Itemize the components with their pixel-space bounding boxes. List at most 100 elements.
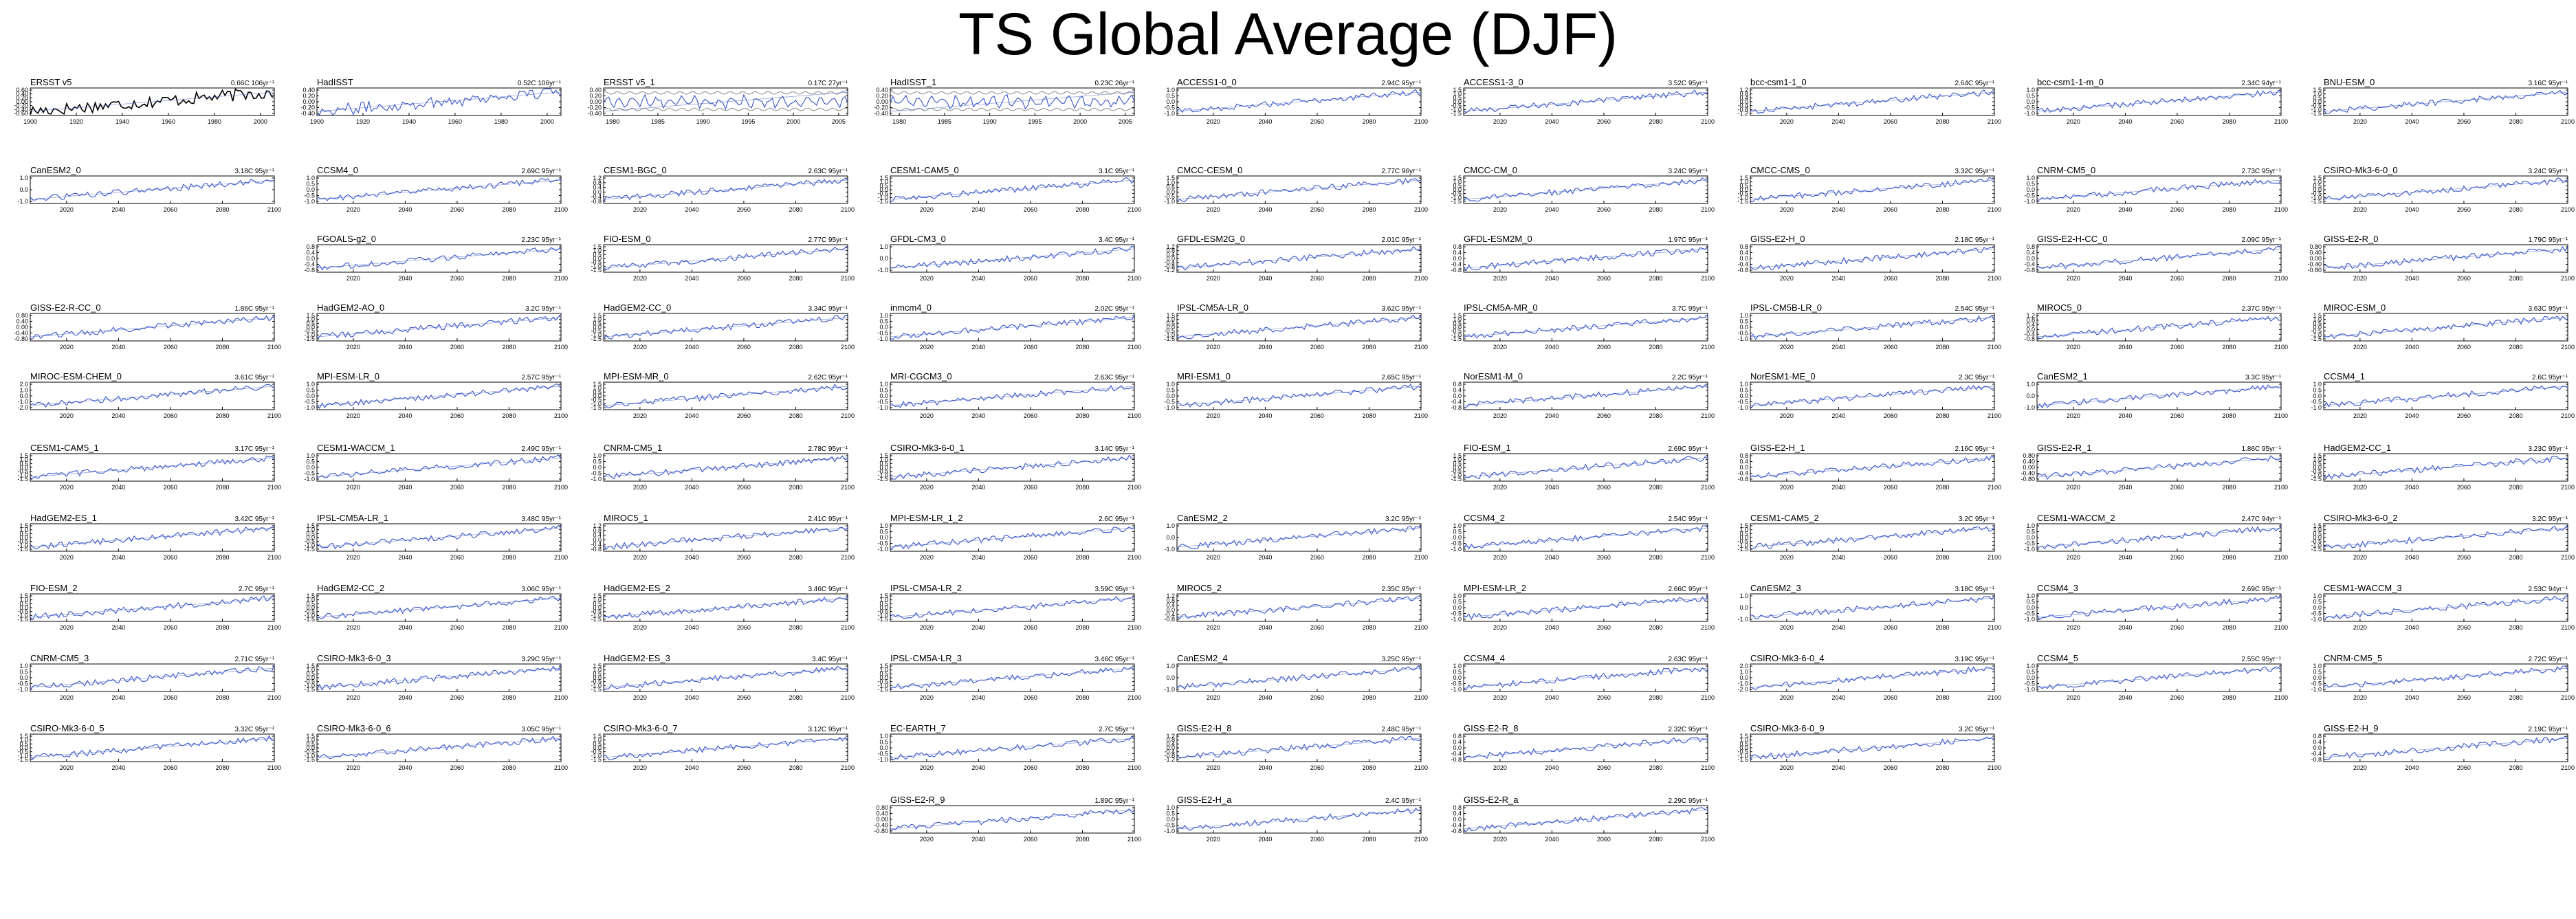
trend-line (1750, 317, 1995, 337)
series-line (316, 595, 562, 620)
y-tick-label: -1.0 (304, 198, 315, 205)
x-tick-label: 2060 (737, 624, 751, 631)
y-tick-label: 1.5 (2313, 175, 2322, 181)
y-tick-label: 1.5 (306, 593, 315, 599)
panel-csiro-mk3-6-0-2: CSIRO-Mk3-6-0_2 3.2C 95yr⁻¹ 1.51.00.50.0-0… (2311, 513, 2575, 561)
x-tick-label: 2060 (2457, 764, 2471, 771)
y-tick-label: 1.0 (1453, 522, 1462, 529)
panel-title: CSIRO-Mk3-6-0_5 (30, 723, 104, 733)
trend-annotation: 2.6C 95yr⁻¹ (1099, 516, 1135, 523)
y-tick-label: 0.0 (593, 536, 602, 543)
panel-title: CESM1-WACCM_3 (2324, 583, 2402, 593)
y-tick-label: 0.0 (593, 324, 602, 331)
y-tick-label: 0.4 (593, 184, 602, 191)
y-tick-label: -1.0 (591, 476, 602, 483)
series-line (2323, 245, 2568, 270)
y-tick-label: -0.40 (874, 822, 888, 829)
y-tick-label: 0.40 (589, 87, 602, 93)
panel-cnrm-cm5-1: CNRM-CM5_1 2.78C 95yr⁻¹ 1.00.50.0-0.5-1.0 2… (591, 443, 855, 491)
x-tick-label: 2060 (737, 554, 751, 561)
series-line (30, 315, 275, 340)
x-tick-label: 2080 (1649, 836, 1662, 843)
y-tick-label: -1.0 (304, 612, 315, 619)
y-tick-label: -0.4 (1737, 470, 1748, 477)
y-tick-label: 0.00 (2023, 464, 2035, 471)
x-tick-label: 2100 (1127, 554, 1141, 561)
trend-annotation: 1.89C 95yr⁻¹ (1094, 797, 1134, 805)
series-line (890, 735, 1135, 761)
y-tick-label: -1.0 (1451, 472, 1462, 478)
x-tick-label: 2080 (1649, 275, 1662, 282)
y-tick-label: 1.0 (19, 527, 28, 533)
panel-miroc-esm-0: MIROC-ESM_0 3.63C 95yr⁻¹ 1.51.00.50.0-0.5-… (2311, 302, 2575, 351)
series-line (1750, 384, 1995, 409)
y-tick-label: 1.5 (1453, 312, 1462, 319)
x-tick-label: 2100 (2274, 412, 2288, 419)
x-tick-label: 2060 (164, 764, 177, 771)
x-tick-label: 2080 (789, 344, 802, 351)
y-tick-label: -0.5 (877, 540, 888, 547)
y-tick-label: -0.8 (2024, 267, 2035, 274)
y-tick-label: -1.0 (591, 331, 602, 338)
x-tick-label: 2060 (2170, 624, 2184, 631)
y-tick-label: 0.5 (2026, 93, 2035, 100)
y-tick-label: -0.8 (2024, 335, 2035, 342)
trend-annotation: 2.18C 95yr⁻¹ (1955, 236, 1994, 244)
x-tick-label: 2080 (502, 484, 516, 491)
y-tick-label: -0.5 (1451, 540, 1462, 547)
y-tick-label: -0.5 (1451, 190, 1462, 197)
x-tick-label: 2080 (2222, 624, 2236, 631)
trend-line (603, 457, 848, 478)
panel-title: GISS-E2-H_8 (1177, 723, 1231, 733)
x-tick-label: 2060 (2170, 206, 2184, 213)
y-tick-label: 0.0 (879, 324, 888, 331)
series-line (890, 595, 1135, 619)
y-tick-label: 0.0 (19, 674, 28, 681)
x-tick-label: 2100 (554, 484, 568, 491)
y-tick-label: -1.5 (17, 546, 28, 553)
panel-title: GISS-E2-R_9 (890, 795, 945, 805)
x-tick-label: 2080 (2222, 412, 2236, 419)
y-tick-label: -1.0 (2311, 106, 2322, 113)
x-tick-label: 2040 (1258, 554, 1272, 561)
y-tick-label: 0.8 (1739, 91, 1748, 98)
trend-annotation: 2.53C 94yr⁻¹ (2528, 586, 2568, 593)
y-tick-label: -0.5 (17, 680, 28, 687)
trend-line (1750, 738, 1995, 758)
y-tick-label: 0.4 (1453, 250, 1462, 256)
panel-title: FIO-ESM_1 (1464, 443, 1511, 453)
x-tick-label: 2080 (2509, 344, 2522, 351)
y-tick-label: 0.0 (1453, 816, 1462, 823)
y-tick-label: 0.0 (1453, 392, 1462, 399)
trend-line (316, 91, 562, 112)
series-line (1750, 89, 1995, 114)
panel-title: CSIRO-Mk3-6-0_2 (2324, 513, 2398, 523)
y-tick-label: 0.5 (306, 181, 315, 188)
x-tick-label: 2100 (1701, 764, 1715, 771)
panel-title: MIROC5_1 (604, 513, 648, 523)
y-tick-label: -0.5 (877, 330, 888, 337)
x-tick-label: 2020 (1780, 764, 1794, 771)
x-tick-label: 2080 (2222, 344, 2236, 351)
x-tick-label: 2080 (215, 412, 229, 419)
y-tick-label: 0.5 (1739, 182, 1748, 189)
y-tick-label: 0.5 (2313, 460, 2322, 467)
x-tick-label: 2020 (2067, 344, 2080, 351)
series-line (1176, 245, 1422, 271)
panel-canesm2-4: CanESM2_4 3.25C 95yr⁻¹ 1.0 0.0 -1.0 2020 2040 2… (1164, 653, 1428, 701)
x-tick-label: 2100 (267, 412, 281, 419)
y-tick-label: 0.00 (589, 98, 602, 105)
x-tick-label: 2060 (164, 206, 177, 213)
x-tick-label: 2080 (502, 344, 516, 351)
x-tick-label: 2020 (346, 554, 360, 561)
series-line (316, 454, 562, 478)
panel-title: CanESM2_4 (1177, 653, 1228, 663)
panel-title: MIROC5_2 (1177, 583, 1222, 593)
x-tick-label: 2100 (1988, 624, 2001, 631)
y-tick-label: 0.0 (593, 674, 602, 681)
y-tick-label: -1.0 (1737, 404, 1748, 411)
trend-line (603, 597, 848, 618)
y-tick-label: 0.5 (2313, 320, 2322, 326)
x-tick-label: 2080 (502, 412, 516, 419)
